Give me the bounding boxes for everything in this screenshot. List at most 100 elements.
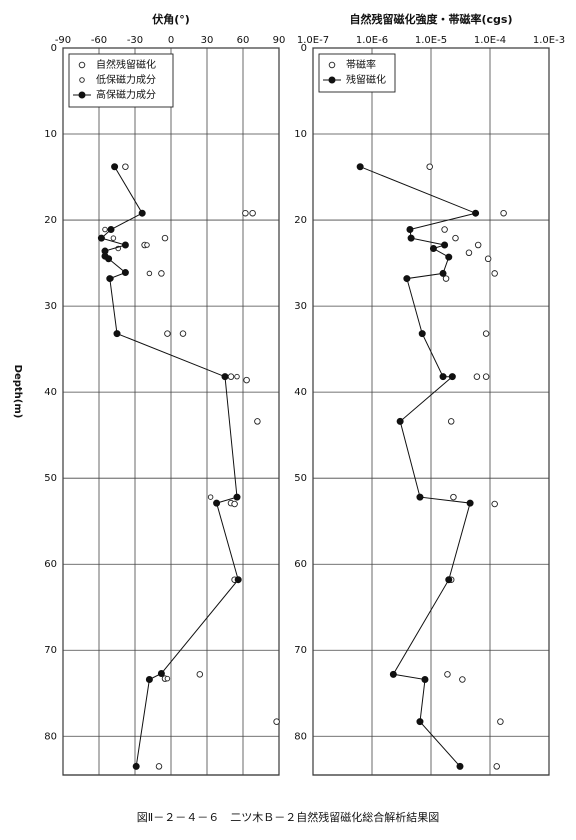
point <box>500 209 507 217</box>
y-tick-label: 20 <box>44 215 57 226</box>
point <box>97 234 105 242</box>
y-tick-label: 30 <box>294 301 307 312</box>
point <box>416 493 424 501</box>
point <box>406 226 414 234</box>
point <box>242 209 249 217</box>
legend-label: 残留磁化 <box>346 73 386 86</box>
point <box>491 500 498 508</box>
x-tick-label: 60 <box>237 35 250 46</box>
point <box>473 373 481 380</box>
point <box>106 275 114 283</box>
y-tick-label: 50 <box>44 473 57 484</box>
y-tick-label: 0 <box>51 43 57 54</box>
y-tick-label: 0 <box>301 43 307 54</box>
x-tick-label: 1.0E-3 <box>533 35 565 46</box>
point <box>254 418 261 425</box>
point <box>233 493 241 501</box>
point <box>491 270 498 277</box>
point <box>472 209 480 217</box>
point <box>164 675 171 682</box>
point <box>439 373 447 381</box>
point <box>164 330 171 337</box>
point <box>196 671 204 678</box>
y-tick-label: 80 <box>44 731 57 742</box>
point <box>447 418 455 425</box>
point <box>145 676 153 684</box>
point <box>231 500 238 508</box>
point <box>456 762 464 770</box>
point <box>482 373 490 380</box>
point <box>448 373 456 381</box>
y-tick-label: 10 <box>44 129 57 140</box>
y-tick-label: 60 <box>44 559 57 570</box>
point <box>132 762 140 770</box>
y-axis-label: Depth(m) <box>12 365 23 419</box>
x-tick-label: 1.0E-6 <box>356 35 388 46</box>
point <box>418 330 426 338</box>
point <box>107 226 115 234</box>
point <box>234 373 240 380</box>
point <box>105 255 113 263</box>
point <box>111 163 119 171</box>
point <box>465 249 473 257</box>
x-tick-label: 1.0E-7 <box>297 35 329 46</box>
y-tick-label: 10 <box>294 129 307 140</box>
legend-label: 高保磁力成分 <box>96 88 156 101</box>
point <box>429 244 437 252</box>
point <box>144 242 150 248</box>
point <box>441 226 448 233</box>
point <box>482 330 490 337</box>
point <box>484 255 492 263</box>
legend-box <box>318 53 396 93</box>
point <box>273 718 280 725</box>
y-tick-label: 60 <box>294 559 307 570</box>
y-tick-label: 20 <box>294 215 307 226</box>
x-tick-label: 90 <box>273 35 286 46</box>
point <box>234 576 242 584</box>
x-tick-label: 0 <box>168 35 174 46</box>
point <box>121 241 129 249</box>
point <box>161 234 169 242</box>
point <box>249 209 256 217</box>
point <box>157 669 165 677</box>
point <box>122 163 129 170</box>
x-tick-label: 1.0E-5 <box>415 35 447 46</box>
point <box>445 576 453 584</box>
point <box>445 253 453 261</box>
legend-box <box>68 53 174 108</box>
point <box>396 417 404 425</box>
point <box>113 330 121 338</box>
point <box>493 763 500 770</box>
point <box>328 76 336 84</box>
point <box>356 163 364 171</box>
y-tick-label: 70 <box>294 645 307 656</box>
point <box>459 676 466 683</box>
point <box>146 270 153 277</box>
point <box>179 330 187 337</box>
point <box>450 493 457 501</box>
point <box>207 494 214 500</box>
point <box>78 91 86 99</box>
caption: 図Ⅱ－２－４－６ 二ツ木Ｂ－２自然残留磁化総合解析結果図 <box>137 810 439 824</box>
point <box>221 373 229 381</box>
x-tick-label: 1.0E-4 <box>474 35 506 46</box>
chart-title: 伏角(°) <box>152 12 190 26</box>
point <box>444 671 451 678</box>
point <box>439 269 447 277</box>
series-line <box>360 166 478 767</box>
point <box>389 670 397 678</box>
point <box>416 718 424 726</box>
y-tick-label: 50 <box>294 473 307 484</box>
y-tick-label: 70 <box>44 645 57 656</box>
point <box>497 718 504 725</box>
point <box>121 269 129 277</box>
x-tick-label: -60 <box>91 35 107 46</box>
point <box>426 163 433 170</box>
point <box>227 373 235 380</box>
point <box>110 235 117 241</box>
y-tick-label: 40 <box>294 387 307 398</box>
point <box>452 234 459 242</box>
point <box>466 499 474 507</box>
